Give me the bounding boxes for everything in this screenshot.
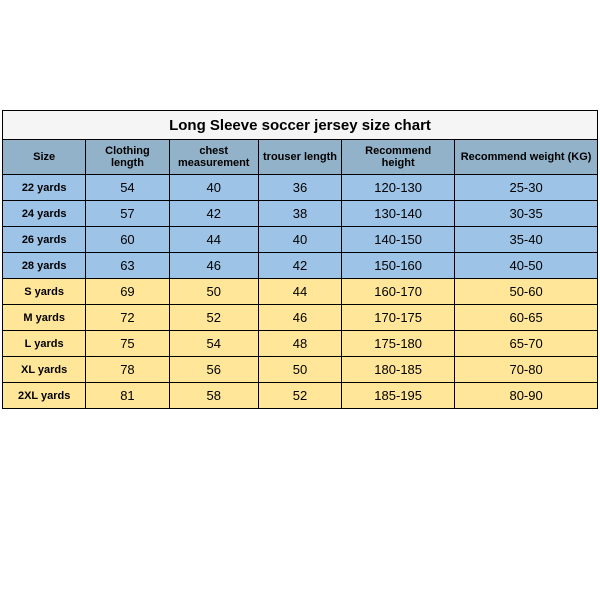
table-body: 22 yards544036120-13025-3024 yards574238… (3, 175, 598, 409)
size-chart-table: Long Sleeve soccer jersey size chart Siz… (2, 110, 598, 409)
size-cell: 22 yards (3, 175, 86, 201)
value-cell-trous: 52 (258, 383, 341, 409)
col-header-recw: Recommend weight (KG) (455, 140, 598, 175)
value-cell-cloth: 72 (86, 305, 169, 331)
title-row: Long Sleeve soccer jersey size chart (3, 111, 598, 140)
size-cell: 2XL yards (3, 383, 86, 409)
value-cell-rech: 175-180 (342, 331, 455, 357)
col-header-size: Size (3, 140, 86, 175)
value-cell-chest: 50 (169, 279, 258, 305)
table-row: 22 yards544036120-13025-30 (3, 175, 598, 201)
size-cell: L yards (3, 331, 86, 357)
value-cell-rech: 120-130 (342, 175, 455, 201)
value-cell-cloth: 57 (86, 201, 169, 227)
size-cell: S yards (3, 279, 86, 305)
value-cell-chest: 54 (169, 331, 258, 357)
value-cell-recw: 40-50 (455, 253, 598, 279)
value-cell-recw: 35-40 (455, 227, 598, 253)
value-cell-chest: 44 (169, 227, 258, 253)
table-row: M yards725246170-17560-65 (3, 305, 598, 331)
chart-title: Long Sleeve soccer jersey size chart (3, 111, 598, 140)
value-cell-rech: 170-175 (342, 305, 455, 331)
table-row: S yards695044160-17050-60 (3, 279, 598, 305)
value-cell-recw: 50-60 (455, 279, 598, 305)
value-cell-chest: 40 (169, 175, 258, 201)
table-row: 24 yards574238130-14030-35 (3, 201, 598, 227)
col-header-trous: trouser length (258, 140, 341, 175)
value-cell-recw: 25-30 (455, 175, 598, 201)
value-cell-chest: 58 (169, 383, 258, 409)
value-cell-rech: 185-195 (342, 383, 455, 409)
table-row: 28 yards634642150-16040-50 (3, 253, 598, 279)
size-cell: 28 yards (3, 253, 86, 279)
value-cell-recw: 30-35 (455, 201, 598, 227)
value-cell-cloth: 69 (86, 279, 169, 305)
value-cell-chest: 56 (169, 357, 258, 383)
value-cell-recw: 70-80 (455, 357, 598, 383)
value-cell-cloth: 54 (86, 175, 169, 201)
value-cell-rech: 160-170 (342, 279, 455, 305)
value-cell-trous: 50 (258, 357, 341, 383)
table-row: 26 yards604440140-15035-40 (3, 227, 598, 253)
size-cell: M yards (3, 305, 86, 331)
value-cell-chest: 46 (169, 253, 258, 279)
value-cell-cloth: 60 (86, 227, 169, 253)
value-cell-rech: 140-150 (342, 227, 455, 253)
value-cell-cloth: 81 (86, 383, 169, 409)
value-cell-recw: 80-90 (455, 383, 598, 409)
col-header-chest: chest measurement (169, 140, 258, 175)
header-row: SizeClothinglengthchest measurementtrous… (3, 140, 598, 175)
size-cell: 26 yards (3, 227, 86, 253)
size-cell: 24 yards (3, 201, 86, 227)
table-row: L yards755448175-18065-70 (3, 331, 598, 357)
value-cell-trous: 36 (258, 175, 341, 201)
col-header-cloth: Clothinglength (86, 140, 169, 175)
value-cell-chest: 42 (169, 201, 258, 227)
value-cell-trous: 46 (258, 305, 341, 331)
value-cell-cloth: 75 (86, 331, 169, 357)
value-cell-trous: 42 (258, 253, 341, 279)
col-header-rech: Recommendheight (342, 140, 455, 175)
value-cell-cloth: 63 (86, 253, 169, 279)
value-cell-rech: 130-140 (342, 201, 455, 227)
value-cell-trous: 40 (258, 227, 341, 253)
size-cell: XL yards (3, 357, 86, 383)
value-cell-recw: 65-70 (455, 331, 598, 357)
value-cell-trous: 38 (258, 201, 341, 227)
value-cell-trous: 48 (258, 331, 341, 357)
size-chart-container: Long Sleeve soccer jersey size chart Siz… (2, 110, 598, 409)
value-cell-chest: 52 (169, 305, 258, 331)
value-cell-rech: 180-185 (342, 357, 455, 383)
value-cell-cloth: 78 (86, 357, 169, 383)
table-row: 2XL yards815852185-19580-90 (3, 383, 598, 409)
value-cell-rech: 150-160 (342, 253, 455, 279)
table-row: XL yards785650180-18570-80 (3, 357, 598, 383)
value-cell-trous: 44 (258, 279, 341, 305)
value-cell-recw: 60-65 (455, 305, 598, 331)
